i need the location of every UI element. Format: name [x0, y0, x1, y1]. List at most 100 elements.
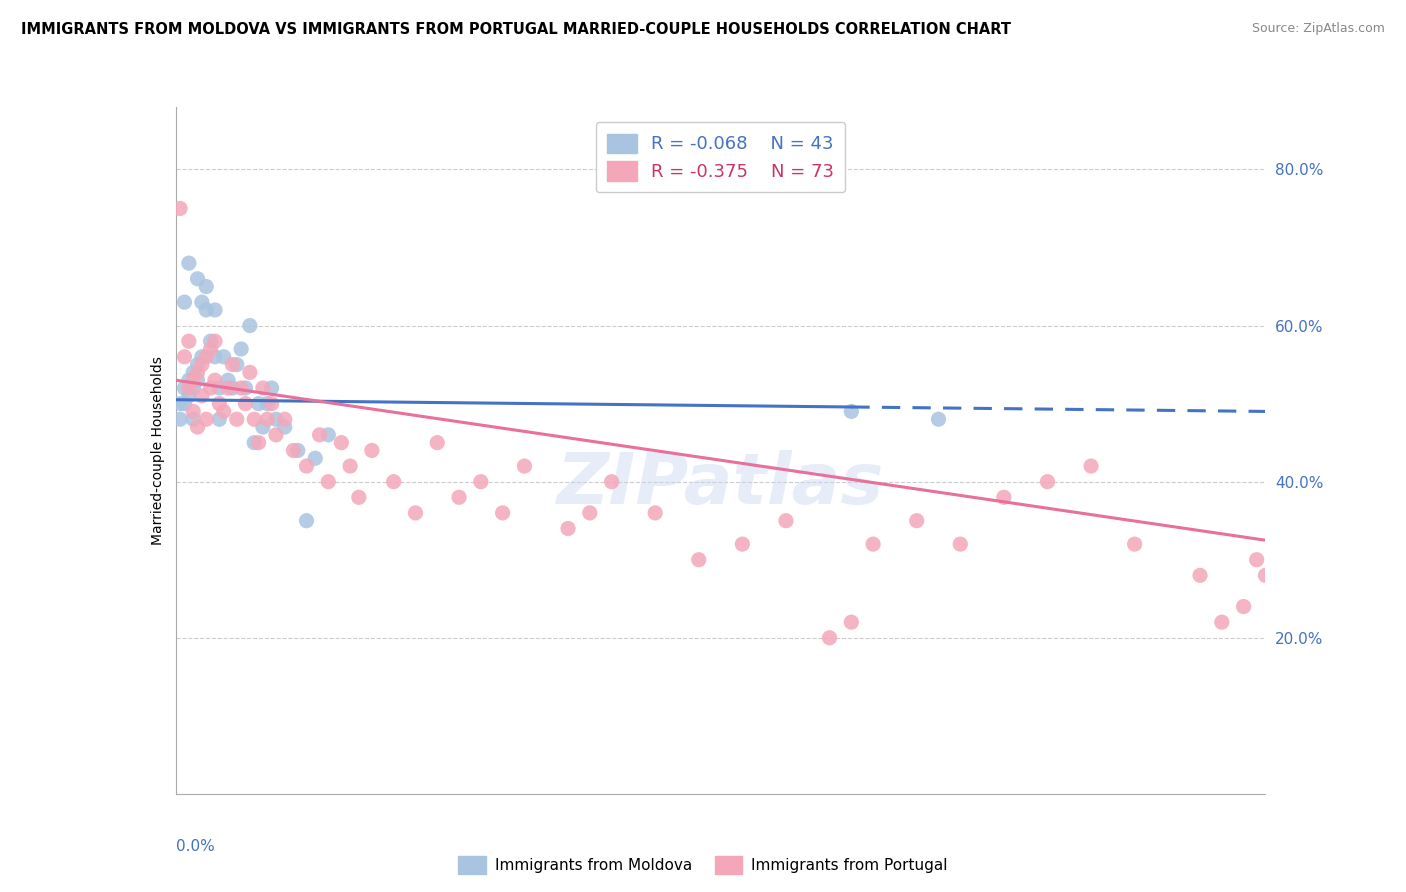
Y-axis label: Married-couple Households: Married-couple Households [150, 356, 165, 545]
Point [177, 373, 200, 387]
Point [470, 475, 492, 489]
Point [360, 443, 382, 458]
Point [260, 381, 283, 395]
Point [181, 404, 204, 418]
Point [579, 506, 602, 520]
Point [239, 366, 262, 380]
Point [1189, 568, 1212, 582]
Point [186, 358, 209, 372]
Text: Source: ZipAtlas.com: Source: ZipAtlas.com [1251, 22, 1385, 36]
Point [1364, 654, 1386, 668]
Point [191, 389, 214, 403]
Point [1263, 583, 1285, 598]
Point [191, 295, 214, 310]
Point [928, 412, 950, 426]
Point [204, 302, 226, 317]
Point [225, 358, 247, 372]
Point [204, 373, 226, 387]
Point [731, 537, 754, 551]
Point [186, 420, 209, 434]
Point [247, 396, 270, 410]
Point [1277, 615, 1299, 630]
Point [208, 412, 231, 426]
Point [1246, 552, 1268, 567]
Point [177, 381, 200, 395]
Point [274, 420, 297, 434]
Point [177, 256, 200, 270]
Point [600, 475, 623, 489]
Point [212, 404, 235, 418]
Point [200, 342, 222, 356]
Point [239, 318, 262, 333]
Point [195, 279, 218, 293]
Text: 0.0%: 0.0% [176, 838, 215, 854]
Point [949, 537, 972, 551]
Point [195, 412, 218, 426]
Point [169, 412, 191, 426]
Point [191, 350, 214, 364]
Point [186, 373, 209, 387]
Point [775, 514, 797, 528]
Point [993, 490, 1015, 504]
Text: ZIPatlas: ZIPatlas [557, 450, 884, 519]
Point [204, 350, 226, 364]
Point [231, 342, 253, 356]
Point [513, 458, 536, 473]
Point [862, 537, 884, 551]
Point [247, 435, 270, 450]
Point [426, 435, 449, 450]
Point [252, 420, 274, 434]
Point [186, 366, 209, 380]
Point [264, 412, 287, 426]
Point [195, 302, 218, 317]
Point [260, 396, 283, 410]
Point [191, 358, 214, 372]
Point [1123, 537, 1146, 551]
Point [195, 350, 218, 364]
Point [339, 458, 361, 473]
Point [235, 396, 257, 410]
Point [1341, 631, 1364, 645]
Point [217, 373, 239, 387]
Point [173, 350, 195, 364]
Point [221, 358, 243, 372]
Point [177, 334, 200, 348]
Point [173, 396, 195, 410]
Point [235, 381, 257, 395]
Point [186, 271, 209, 285]
Point [256, 412, 278, 426]
Point [557, 521, 579, 535]
Point [243, 435, 266, 450]
Point [1320, 662, 1343, 676]
Point [295, 514, 318, 528]
Point [204, 334, 226, 348]
Point [841, 615, 863, 630]
Point [173, 381, 195, 395]
Point [304, 451, 326, 466]
Point [217, 381, 239, 395]
Point [212, 350, 235, 364]
Point [1036, 475, 1059, 489]
Point [169, 202, 191, 216]
Point [208, 381, 231, 395]
Point [1232, 599, 1256, 614]
Point [644, 506, 666, 520]
Legend: R = -0.068    N = 43, R = -0.375    N = 73: R = -0.068 N = 43, R = -0.375 N = 73 [596, 122, 845, 193]
Point [308, 427, 330, 442]
Point [295, 458, 318, 473]
Point [208, 396, 231, 410]
Text: IMMIGRANTS FROM MOLDOVA VS IMMIGRANTS FROM PORTUGAL MARRIED-COUPLE HOUSEHOLDS CO: IMMIGRANTS FROM MOLDOVA VS IMMIGRANTS FR… [21, 22, 1011, 37]
Point [318, 475, 340, 489]
Point [287, 443, 309, 458]
Point [905, 514, 928, 528]
Point [330, 435, 353, 450]
Point [1211, 615, 1233, 630]
Point [181, 381, 204, 395]
Point [405, 506, 427, 520]
Point [1254, 568, 1277, 582]
Legend: Immigrants from Moldova, Immigrants from Portugal: Immigrants from Moldova, Immigrants from… [451, 850, 955, 880]
Point [274, 412, 297, 426]
Point [492, 506, 515, 520]
Point [256, 396, 278, 410]
Point [841, 404, 863, 418]
